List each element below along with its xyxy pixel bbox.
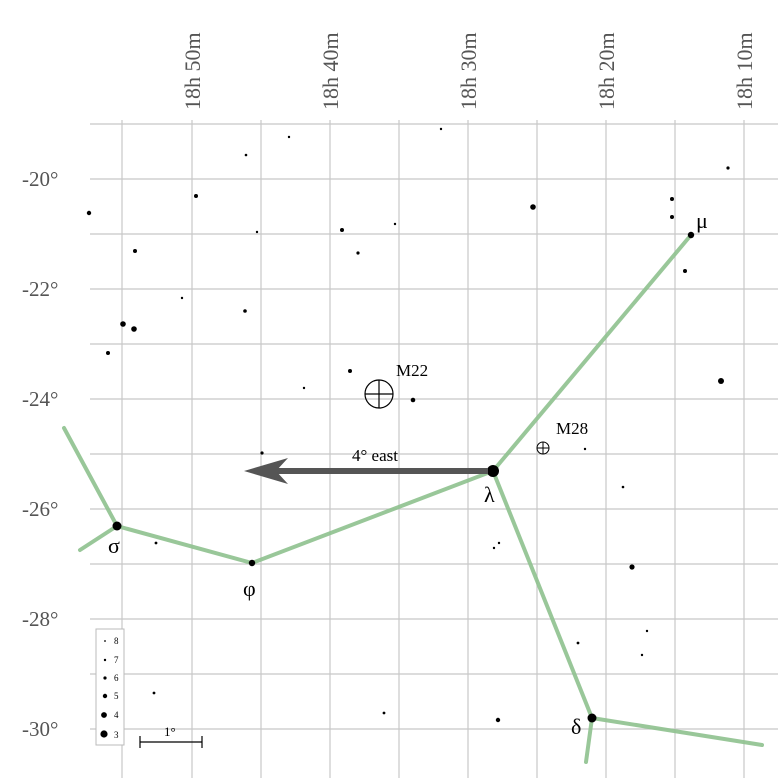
star — [576, 641, 580, 645]
star — [640, 653, 644, 657]
star — [356, 251, 360, 255]
star-phi-label: φ — [243, 576, 256, 601]
coordinate-grid — [90, 120, 778, 778]
star — [583, 447, 587, 451]
star — [243, 309, 247, 313]
star — [382, 711, 386, 715]
scale-bar-label: 1° — [164, 724, 176, 739]
star — [86, 210, 92, 216]
star — [348, 369, 352, 373]
star-lambda — [487, 465, 499, 477]
star — [340, 228, 344, 232]
ra-label: 18h 30m — [456, 32, 481, 110]
star — [621, 485, 625, 489]
m28-label: M28 — [556, 419, 588, 438]
named-stars: μ λ σ φ δ — [108, 208, 708, 739]
star-sigma — [112, 521, 122, 531]
legend-label: 8 — [114, 636, 119, 646]
star-phi — [248, 559, 256, 567]
star — [120, 321, 126, 327]
m22-label: M22 — [396, 361, 428, 380]
dec-label: -24° — [22, 387, 58, 411]
star — [244, 153, 248, 157]
star-delta-label: δ — [571, 714, 581, 739]
legend-label: 7 — [114, 655, 119, 665]
star — [629, 564, 635, 570]
constellation-line — [62, 426, 120, 552]
star — [133, 249, 137, 253]
constellation-line — [115, 233, 693, 566]
legend-label: 5 — [114, 691, 119, 701]
star-mu — [687, 231, 695, 239]
ra-axis-labels: 18h 50m 18h 40m 18h 30m 18h 20m 18h 10m — [180, 32, 757, 110]
dec-label: -20° — [22, 167, 58, 191]
globular-cluster-icon — [364, 379, 394, 409]
magnitude-legend: 8 7 6 5 4 3 — [95, 628, 125, 746]
background-stars — [86, 127, 730, 723]
star — [260, 451, 264, 455]
star — [645, 629, 649, 633]
dec-axis-labels: -20° -22° -24° -26° -28° -30° — [22, 167, 58, 741]
star — [670, 197, 674, 201]
star — [152, 691, 156, 695]
star — [530, 204, 536, 210]
constellation-lines — [62, 233, 764, 764]
ra-label: 18h 20m — [594, 32, 619, 110]
star — [287, 135, 291, 139]
direction-arrow: 4° east — [244, 446, 488, 484]
star — [106, 351, 110, 355]
star-lambda-label: λ — [484, 482, 495, 507]
legend-label: 6 — [114, 673, 119, 683]
star — [718, 378, 724, 384]
ra-label: 18h 40m — [318, 32, 343, 110]
dec-label: -22° — [22, 277, 58, 301]
constellation-line — [590, 716, 764, 747]
star — [497, 541, 501, 545]
star — [393, 222, 397, 226]
star — [131, 326, 137, 332]
star — [495, 717, 501, 723]
star — [683, 269, 687, 273]
dec-label: -26° — [22, 497, 58, 521]
legend-label: 4 — [114, 710, 119, 720]
star — [255, 230, 259, 234]
star — [154, 541, 158, 545]
star — [439, 127, 443, 131]
star-sigma-label: σ — [108, 533, 120, 558]
ra-label: 18h 50m — [180, 32, 205, 110]
star — [726, 166, 730, 170]
legend-label: 3 — [114, 730, 119, 740]
arrow-head-icon — [244, 458, 288, 484]
star-mu-label: μ — [696, 208, 708, 233]
star — [670, 215, 674, 219]
deep-sky-objects: M22 M28 — [364, 361, 588, 455]
globular-cluster-icon — [536, 441, 550, 455]
star — [302, 386, 306, 390]
star — [194, 194, 198, 198]
dec-label: -30° — [22, 717, 58, 741]
dec-label: -28° — [22, 607, 58, 631]
arrow-label: 4° east — [352, 446, 398, 465]
star — [410, 397, 416, 403]
star — [180, 296, 184, 300]
scale-bar: 1° — [139, 724, 203, 748]
star-delta — [587, 713, 597, 723]
ra-label: 18h 10m — [732, 32, 757, 110]
star — [492, 546, 496, 550]
